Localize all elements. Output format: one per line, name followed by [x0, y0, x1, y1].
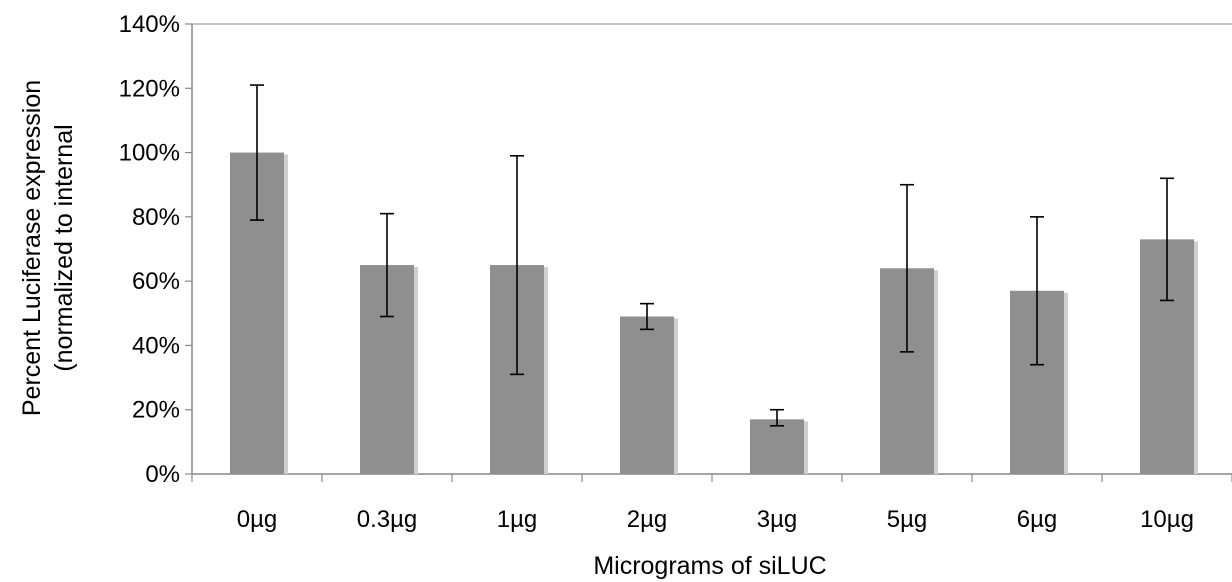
x-axis-ticks: 0µg 0.3µg 1µg 2µg 3µg 5µg 6µg 10µg	[191, 474, 1232, 533]
bars	[230, 152, 1198, 475]
y-tick-label: 80%	[132, 204, 180, 231]
y-axis-title-line-2: (normalized to internal	[50, 124, 78, 371]
error-bar	[640, 302, 654, 331]
y-tick-label: 100%	[119, 140, 180, 167]
error-bar	[1160, 177, 1174, 302]
y-axis-title: Percent Luciferase expression (normalize…	[18, 80, 78, 416]
x-tick-label: 3µg	[757, 506, 798, 533]
error-bar	[1030, 216, 1044, 366]
y-tick-label: 20%	[132, 397, 180, 424]
y-axis-title-line-1: Percent Luciferase expression	[18, 80, 46, 416]
x-tick-label: 5µg	[887, 506, 928, 533]
error-bars	[250, 84, 1174, 427]
x-tick-label: 2µg	[627, 506, 668, 533]
x-tick-label: 10µg	[1140, 506, 1194, 533]
bar	[620, 316, 674, 474]
y-axis-ticks: 0% 20% 40% 60% 80% 100% 120% 140%	[119, 11, 192, 488]
y-tick-label: 140%	[119, 11, 180, 38]
error-bar	[900, 183, 914, 353]
bar	[750, 419, 804, 474]
x-axis-title: Micrograms of siLUC	[593, 552, 826, 580]
plot-frame	[191, 23, 1232, 475]
error-bar	[380, 212, 394, 318]
x-tick-label: 0.3µg	[357, 506, 418, 533]
x-tick-label: 1µg	[497, 506, 538, 533]
error-bar	[770, 408, 784, 427]
y-tick-label: 60%	[132, 268, 180, 295]
x-tick-label: 6µg	[1017, 506, 1058, 533]
x-tick-label: 0µg	[237, 506, 278, 533]
error-bar	[510, 154, 524, 376]
y-tick-label: 120%	[119, 75, 180, 102]
y-tick-label: 0%	[145, 461, 180, 488]
error-bar	[250, 84, 264, 221]
y-tick-label: 40%	[132, 332, 180, 359]
